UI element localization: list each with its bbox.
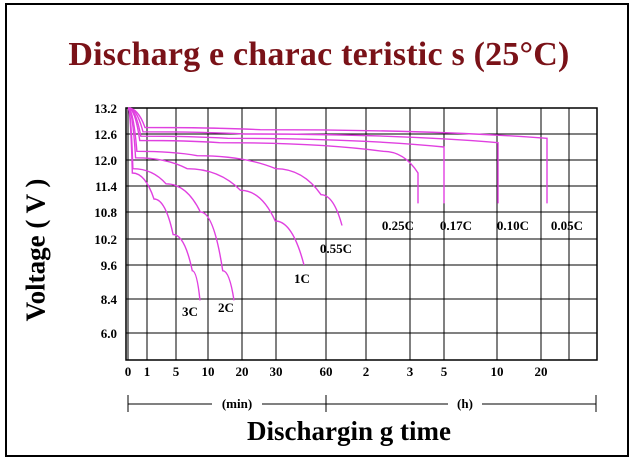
x-tick-label: 5 (173, 364, 180, 379)
curve-0_25C (127, 107, 419, 204)
curve-label-0_10C: 0.10C (497, 218, 529, 233)
grid (125, 107, 598, 361)
y-tick-label: 12.0 (94, 153, 117, 168)
discharge-curves (127, 107, 548, 301)
x-tick-label: 20 (236, 364, 249, 379)
chart-title: Discharg e charac teristic s (25°C) (68, 36, 570, 73)
y-tick-label: 12.6 (94, 127, 117, 142)
curve-0_10C (127, 107, 499, 204)
curve-label-0_17C: 0.17C (440, 218, 472, 233)
y-tick-label: 8.4 (101, 292, 118, 307)
y-tick-label: 10.8 (94, 205, 117, 220)
y-tick-label: 6.0 (101, 326, 117, 341)
curve-label-3C: 3C (182, 304, 198, 319)
y-tick-label: 11.4 (95, 179, 118, 194)
x-tick-label: 30 (270, 364, 283, 379)
x-tick-label: 5 (441, 364, 448, 379)
unit-h-label: (h) (457, 396, 473, 411)
x-tick-label: 60 (320, 364, 333, 379)
y-tick-label: 10.2 (94, 232, 117, 247)
curve-0_55C (127, 107, 343, 226)
y-tick-label: 9.6 (101, 258, 118, 273)
x-tick-label: 1 (144, 364, 151, 379)
y-tick-labels: 13.2 12.6 12.0 11.4 10.8 10.2 9.6 8.4 6.0 (94, 101, 117, 341)
curve-1C (127, 107, 305, 266)
curve-labels: 3C 2C 1C 0.55C 0.25C 0.17C 0.10C 0.05C (182, 218, 583, 319)
curve-label-0_05C: 0.05C (551, 218, 583, 233)
curve-0_05C (127, 107, 548, 204)
x-tick-label: 2 (363, 364, 370, 379)
plot-border (125, 107, 598, 361)
time-unit-axis: (min) (h) (127, 395, 597, 412)
curve-label-0_25C: 0.25C (382, 218, 414, 233)
curve-label-0_55C: 0.55C (320, 241, 352, 256)
x-tick-label: 10 (491, 364, 504, 379)
curve-0_17C (127, 107, 445, 204)
x-tick-label: 20 (535, 364, 548, 379)
curve-label-2C: 2C (218, 300, 234, 315)
chart-frame (5, 3, 629, 457)
curve-2C (127, 107, 235, 301)
x-tick-label: 0 (125, 364, 132, 379)
unit-min-label: (min) (222, 396, 252, 411)
x-axis-label: Dischargin g time (247, 416, 451, 446)
x-tick-labels: 0 1 5 10 20 30 60 2 3 5 10 20 (125, 364, 548, 379)
x-tick-label: 10 (202, 364, 215, 379)
curve-label-1C: 1C (294, 271, 310, 286)
y-tick-label: 13.2 (94, 101, 117, 116)
x-tick-label: 3 (407, 364, 414, 379)
